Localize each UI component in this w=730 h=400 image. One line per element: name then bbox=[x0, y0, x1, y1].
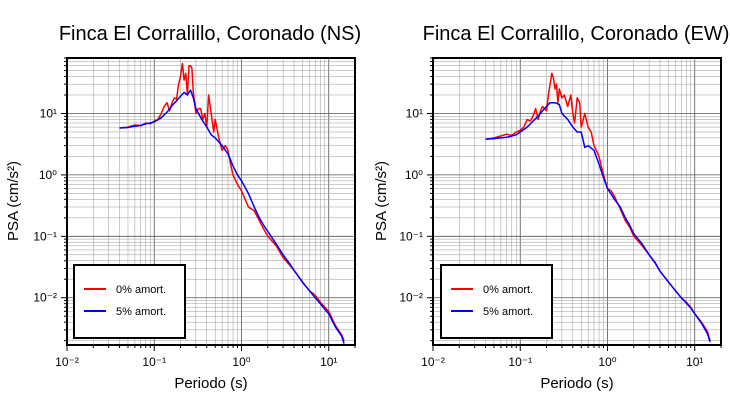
plot-frame bbox=[432, 57, 722, 346]
chart-panel-ns: Finca El Corralillo, Coronado (NS) Perio… bbox=[5, 23, 361, 392]
grid bbox=[432, 57, 722, 345]
series-line-1 bbox=[485, 101, 711, 343]
legend: 0% amort. 5% amort. bbox=[440, 264, 553, 339]
legend-box bbox=[440, 264, 553, 339]
y-tick-label: 10¹ bbox=[40, 106, 57, 120]
y-axis-label: PSA (cm/s²) bbox=[373, 161, 390, 241]
plot-frame bbox=[66, 57, 356, 346]
chart-title: Finca El Corralillo, Coronado (EW) bbox=[423, 23, 730, 45]
axis-ticks: 10⁻² 10⁻¹ 10⁰ 10¹ 10⁻² 10⁻¹ 10⁰ 10¹ bbox=[399, 57, 722, 369]
series-lines bbox=[485, 72, 711, 343]
y-axis-label: PSA (cm/s²) bbox=[5, 161, 22, 241]
x-tick-label: 10⁰ bbox=[598, 355, 616, 369]
y-tick-label: 10¹ bbox=[406, 106, 423, 120]
legend-box bbox=[73, 264, 186, 339]
chart-title: Finca El Corralillo, Coronado (NS) bbox=[59, 23, 361, 45]
y-tick-label: 10⁻² bbox=[33, 291, 57, 305]
y-tick-label: 10⁰ bbox=[39, 168, 57, 182]
legend-label-0: 0% amort. bbox=[116, 284, 166, 296]
y-tick-label: 10⁻² bbox=[399, 291, 423, 305]
x-tick-label: 10⁻¹ bbox=[142, 355, 166, 369]
x-axis-label: Periodo (s) bbox=[540, 375, 613, 392]
legend: 0% amort. 5% amort. bbox=[73, 264, 186, 339]
y-tick-label: 10⁰ bbox=[405, 168, 423, 182]
x-tick-label: 10⁻¹ bbox=[508, 355, 532, 369]
x-tick-label: 10⁻² bbox=[55, 355, 79, 369]
chart-panel-ew: Finca El Corralillo, Coronado (EW) Perio… bbox=[373, 23, 729, 392]
series-line-1 bbox=[119, 89, 345, 344]
x-tick-label: 10⁻² bbox=[421, 355, 445, 369]
legend-label-1: 5% amort. bbox=[116, 306, 166, 318]
x-axis-label: Periodo (s) bbox=[174, 375, 247, 392]
x-tick-label: 10¹ bbox=[320, 355, 337, 369]
x-tick-label: 10⁰ bbox=[232, 355, 250, 369]
y-tick-label: 10⁻¹ bbox=[33, 229, 57, 243]
axis-ticks: 10⁻² 10⁻¹ 10⁰ 10¹ 10⁻² 10⁻¹ 10⁰ 10¹ bbox=[33, 57, 356, 369]
legend-label-1: 5% amort. bbox=[483, 306, 533, 318]
y-tick-label: 10⁻¹ bbox=[399, 229, 423, 243]
series-lines bbox=[119, 62, 345, 344]
x-tick-label: 10¹ bbox=[686, 355, 703, 369]
legend-label-0: 0% amort. bbox=[483, 284, 533, 296]
